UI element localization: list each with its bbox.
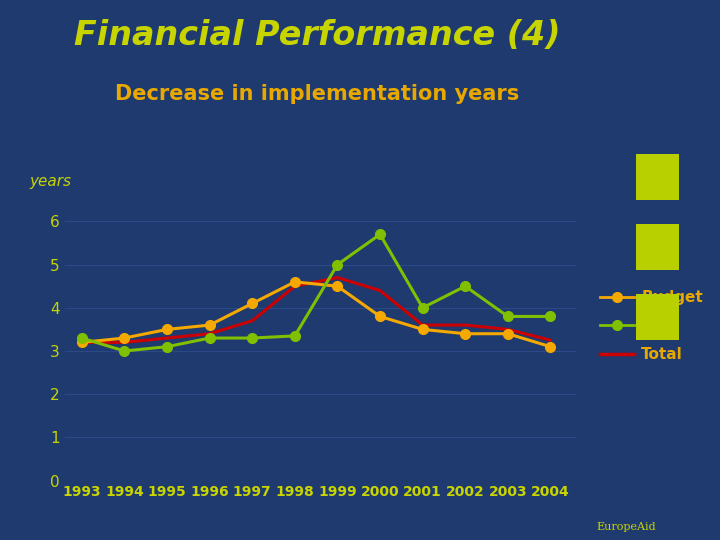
Legend: Budget, EDF, Total: Budget, EDF, Total [594,284,709,368]
Text: Decrease in implementation years: Decrease in implementation years [114,84,519,104]
Text: years: years [29,173,71,188]
Text: EuropeAid: EuropeAid [597,522,656,532]
Text: Financial Performance (4): Financial Performance (4) [73,19,560,52]
